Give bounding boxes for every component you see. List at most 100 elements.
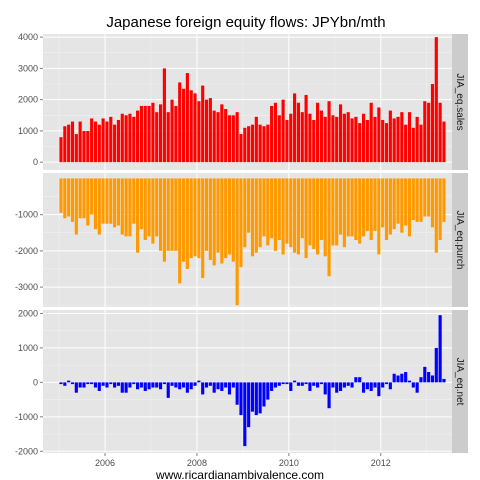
bar bbox=[308, 382, 312, 391]
bar bbox=[101, 178, 105, 224]
bar bbox=[70, 121, 75, 163]
bar bbox=[293, 178, 297, 253]
bar bbox=[105, 178, 109, 224]
bar bbox=[407, 178, 412, 237]
bar bbox=[220, 104, 224, 163]
bar bbox=[216, 178, 220, 253]
bar bbox=[70, 178, 75, 222]
bar bbox=[224, 178, 228, 259]
y-tick-label: 3000 bbox=[18, 63, 38, 73]
bar bbox=[346, 112, 350, 163]
bar bbox=[197, 178, 201, 259]
bar bbox=[63, 382, 67, 386]
bar bbox=[247, 178, 251, 233]
bar bbox=[361, 382, 366, 393]
bar bbox=[67, 178, 71, 217]
bar bbox=[128, 178, 132, 237]
bar bbox=[212, 382, 216, 393]
bar bbox=[293, 93, 297, 163]
bar bbox=[132, 382, 136, 385]
bar bbox=[224, 382, 228, 388]
bar bbox=[358, 123, 362, 163]
bar bbox=[400, 112, 404, 163]
bar bbox=[373, 116, 377, 163]
y-tick-label: 2000 bbox=[18, 308, 38, 318]
bar bbox=[90, 382, 94, 385]
bar bbox=[300, 382, 304, 386]
y-tick-label: 1000 bbox=[18, 343, 38, 353]
bar bbox=[266, 382, 270, 400]
bar bbox=[63, 126, 67, 163]
bar bbox=[178, 178, 182, 284]
y-tick-label: 4000 bbox=[18, 32, 38, 42]
bar bbox=[438, 178, 442, 240]
bar bbox=[216, 112, 220, 163]
bar bbox=[270, 178, 274, 239]
bar bbox=[442, 178, 446, 222]
bar bbox=[204, 99, 209, 163]
bar bbox=[193, 178, 197, 257]
bar bbox=[239, 178, 243, 268]
bar bbox=[266, 124, 270, 163]
x-tick-label: 2012 bbox=[371, 458, 391, 468]
y-tick-label: -1000 bbox=[15, 210, 38, 220]
bar bbox=[147, 178, 151, 237]
bar bbox=[277, 115, 281, 163]
bar bbox=[369, 178, 373, 240]
bar bbox=[254, 382, 258, 416]
bar bbox=[86, 382, 90, 385]
bar bbox=[342, 382, 346, 388]
bar bbox=[365, 382, 369, 390]
bar bbox=[151, 382, 155, 388]
panel-strip bbox=[452, 34, 468, 170]
bar bbox=[151, 178, 155, 244]
bar bbox=[377, 178, 381, 255]
bar bbox=[400, 373, 404, 383]
bar bbox=[392, 373, 396, 383]
y-tick-label: 0 bbox=[33, 377, 38, 387]
bar bbox=[78, 382, 82, 388]
bar bbox=[423, 101, 427, 163]
bar bbox=[174, 178, 178, 251]
y-tick-label: -1000 bbox=[15, 412, 38, 422]
bar bbox=[361, 113, 366, 163]
bar bbox=[381, 178, 385, 228]
bar bbox=[300, 178, 304, 239]
bar bbox=[377, 107, 381, 163]
bar bbox=[316, 382, 320, 388]
bar bbox=[124, 382, 128, 393]
panel-strip bbox=[452, 310, 468, 453]
bar bbox=[109, 116, 113, 163]
bar bbox=[216, 382, 220, 390]
bar bbox=[155, 382, 159, 388]
y-tick-label: 0 bbox=[33, 157, 38, 167]
bar bbox=[388, 178, 392, 235]
panel-strip-label: JIA_eq.net bbox=[454, 358, 465, 406]
bar bbox=[208, 178, 212, 260]
bar bbox=[174, 382, 178, 388]
bar bbox=[434, 347, 438, 383]
bar bbox=[235, 178, 239, 306]
bar bbox=[281, 178, 285, 255]
bar bbox=[419, 178, 423, 222]
bar bbox=[312, 382, 316, 386]
bar bbox=[181, 88, 186, 163]
bar bbox=[132, 116, 136, 163]
bar bbox=[113, 382, 117, 388]
x-tick-label: 2010 bbox=[279, 458, 299, 468]
bar bbox=[331, 178, 335, 246]
bar bbox=[162, 178, 166, 262]
bar bbox=[170, 99, 174, 163]
bar bbox=[243, 382, 247, 447]
bar bbox=[124, 178, 128, 237]
bar bbox=[384, 382, 389, 385]
bar bbox=[189, 178, 193, 259]
bar bbox=[227, 382, 232, 395]
bar bbox=[392, 178, 396, 230]
bar bbox=[373, 178, 377, 231]
bar bbox=[423, 366, 427, 383]
bar bbox=[136, 178, 140, 253]
bar bbox=[338, 104, 343, 163]
bar bbox=[319, 178, 323, 240]
bar bbox=[78, 121, 82, 163]
